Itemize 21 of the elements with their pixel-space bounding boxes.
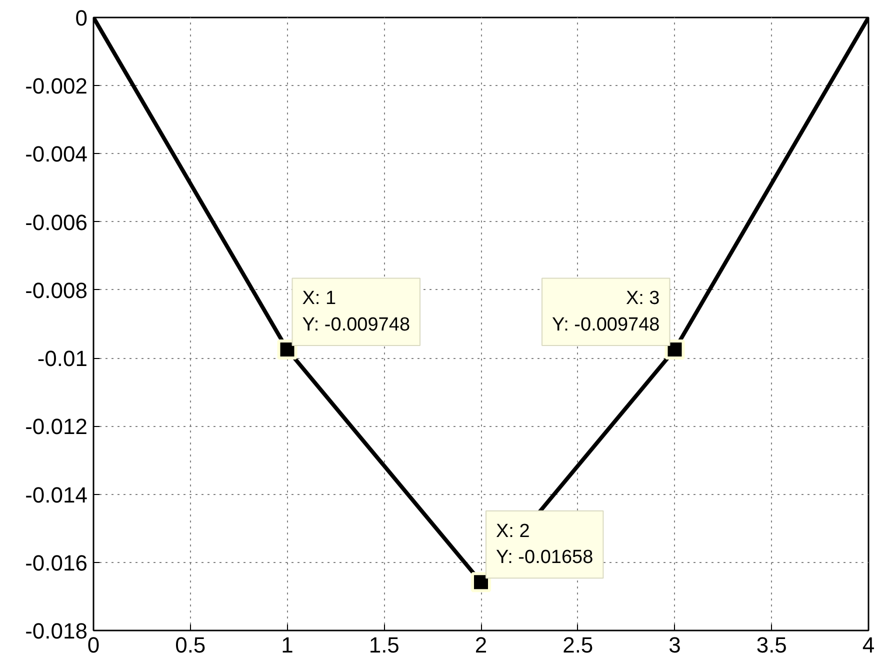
y-tick-label: -0.018 <box>25 618 88 644</box>
x-tick-label: 3.5 <box>756 632 787 658</box>
x-tick-label: 1.5 <box>368 632 400 658</box>
x-tick-label: 3 <box>668 632 681 658</box>
x-tick-label: 2.5 <box>562 632 594 658</box>
y-tick-label: -0.008 <box>25 278 88 303</box>
y-tick-label: -0.016 <box>25 550 88 576</box>
x-tick-label: 2 <box>474 632 488 658</box>
y-tick-label: -0.012 <box>25 414 88 440</box>
annotation: X: 2 Y: -0.01658 <box>496 520 594 568</box>
y-tick-label: -0.01 <box>37 346 88 372</box>
annotation: X: 3 Y: -0.009748 <box>552 288 660 336</box>
y-tick-label: -0.014 <box>25 482 88 508</box>
annotation: X: 1 Y: -0.009748 <box>302 288 410 336</box>
y-tick-label: -0.006 <box>25 210 88 235</box>
y-tick-label: 0 <box>75 6 88 30</box>
x-tick-label: 0.5 <box>175 632 206 658</box>
x-tick-label: 1 <box>281 632 294 658</box>
x-tick-label: 4 <box>862 632 875 658</box>
y-tick-label: -0.002 <box>25 74 88 99</box>
y-tick-label: -0.004 <box>25 142 88 167</box>
